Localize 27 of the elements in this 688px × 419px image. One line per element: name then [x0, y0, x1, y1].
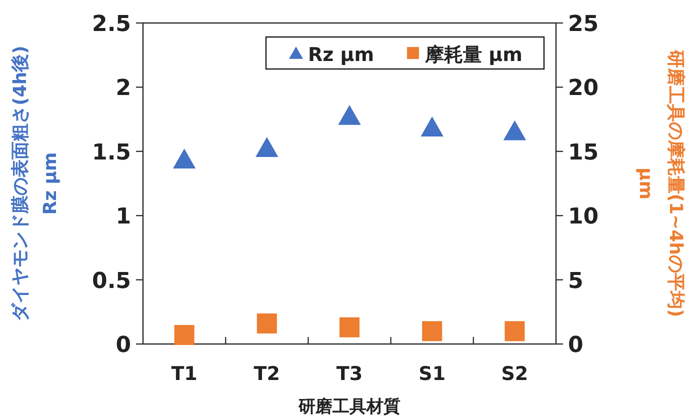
x-tick-label: T1: [171, 363, 198, 385]
point: [256, 137, 278, 157]
x-tick-label: S1: [418, 363, 446, 385]
y2-tick-label: 15: [568, 140, 599, 166]
x-tick-label: T3: [336, 363, 363, 385]
y2-tick-label: 5: [568, 268, 584, 294]
x-tick-label: T2: [254, 363, 280, 385]
point: [172, 148, 196, 169]
y-tick-label: 0.5: [92, 268, 131, 294]
y-tick-label: 0: [116, 333, 131, 358]
y-axis-title: ダイヤモンド膜の表面粗さ(4h後) Rz μm: [10, 46, 61, 322]
point: [420, 116, 444, 136]
y2-axis-title: 研磨工具の摩耗量(1~4hの平均) μm: [635, 48, 686, 318]
y2-tick-label: 25: [568, 12, 599, 37]
y-tick-label: 2.5: [92, 12, 131, 37]
y2-tick-label: 20: [568, 76, 599, 102]
point: [503, 120, 526, 140]
point: [338, 104, 361, 125]
x-tick-label: S2: [501, 363, 528, 385]
y-tick-label: 1: [116, 204, 131, 230]
legend-label: 摩耗量 μm: [424, 44, 522, 66]
y-tick-label: 2: [116, 76, 131, 102]
y2-tick-label: 10: [568, 204, 599, 230]
y-tick-label: 1.5: [92, 140, 131, 166]
y2-tick-label: 0: [568, 333, 584, 358]
x-axis-title: 研磨工具材質: [298, 397, 400, 417]
legend-label: Rz μm: [308, 44, 374, 66]
